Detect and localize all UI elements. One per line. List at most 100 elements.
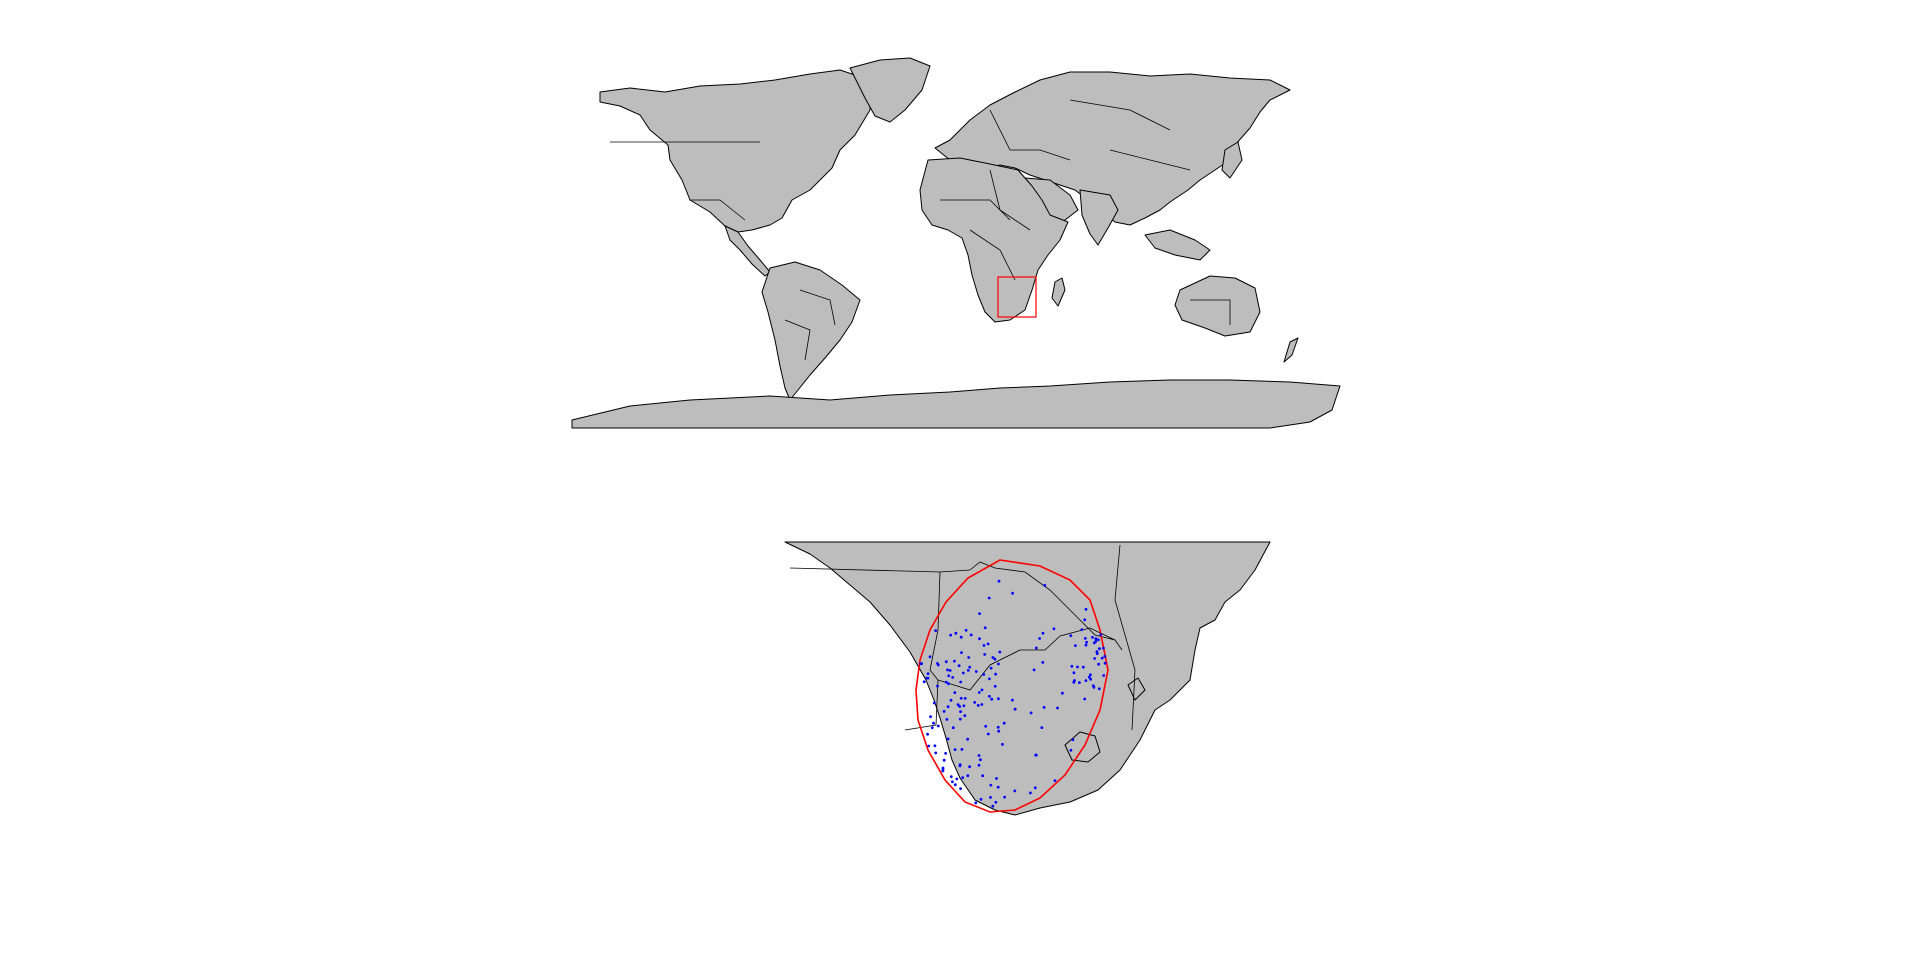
occurrence-point	[1084, 607, 1088, 611]
occurrence-point	[984, 724, 988, 728]
occurrence-point	[946, 668, 949, 672]
occurrence-point	[1040, 726, 1044, 729]
occurrence-point	[979, 758, 982, 762]
occurrence-point	[959, 787, 962, 790]
occurrence-point	[1011, 591, 1014, 595]
occurrence-point	[1098, 647, 1101, 651]
occurrence-point	[949, 698, 953, 702]
occurrence-point	[1056, 706, 1059, 710]
occurrence-point	[944, 660, 948, 664]
occurrence-point	[993, 684, 997, 688]
occurrence-point	[1103, 655, 1107, 658]
occurrence-point	[1092, 685, 1096, 689]
occurrence-point	[1084, 643, 1088, 647]
occurrence-point	[993, 657, 997, 661]
occurrence-point	[1070, 664, 1074, 668]
occurrence-point	[949, 775, 953, 778]
occurrence-point	[1034, 646, 1038, 650]
occurrence-point	[986, 642, 990, 646]
occurrence-point	[944, 680, 948, 684]
occurrence-point	[996, 725, 1000, 729]
occurrence-point	[928, 655, 932, 659]
occurrence-point	[942, 758, 946, 762]
occurrence-point	[953, 748, 957, 751]
occurrence-point	[936, 724, 940, 728]
occurrence-point	[1102, 646, 1105, 650]
occurrence-point	[1081, 665, 1085, 669]
occurrence-point	[974, 670, 978, 673]
occurrence-point	[988, 694, 991, 698]
occurrence-point	[953, 783, 957, 787]
occurrence-point	[982, 644, 986, 647]
occurrence-point	[989, 666, 993, 670]
occurrence-point	[968, 765, 971, 769]
occurrence-point	[977, 691, 981, 694]
occurrence-points	[919, 579, 1107, 808]
occurrence-point	[930, 726, 934, 730]
occurrence-point	[967, 656, 971, 659]
occurrence-point	[947, 674, 951, 678]
occurrence-point	[1089, 677, 1092, 681]
occurrence-point	[1053, 779, 1057, 782]
occurrence-point	[998, 650, 1002, 654]
occurrence-point	[979, 797, 983, 801]
occurrence-point	[920, 662, 923, 665]
occurrence-point	[1043, 584, 1047, 587]
occurrence-point	[1038, 637, 1041, 640]
occurrence-point	[964, 628, 968, 632]
occurrence-point	[983, 626, 987, 630]
study-area-highlight-box	[997, 276, 1037, 318]
occurrence-point	[1099, 633, 1103, 636]
world-land	[571, 57, 1341, 429]
occurrence-point	[1011, 698, 1014, 702]
occurrence-point	[941, 766, 945, 770]
occurrence-point	[953, 691, 957, 694]
occurrence-point	[1103, 661, 1107, 665]
occurrence-point	[947, 682, 950, 686]
occurrence-point	[963, 697, 967, 700]
occurrence-point	[989, 796, 992, 799]
occurrence-point	[1094, 637, 1098, 641]
occurrence-point	[973, 701, 977, 704]
occurrence-point	[1003, 795, 1006, 799]
occurrence-point	[957, 664, 961, 668]
study-area-inset-map	[784, 541, 1271, 816]
occurrence-point	[1029, 711, 1033, 715]
occurrence-point	[1083, 637, 1087, 640]
occurrence-point	[1071, 738, 1075, 742]
occurrence-point	[1094, 640, 1098, 643]
occurrence-point	[997, 662, 1000, 666]
occurrence-point	[1029, 791, 1032, 795]
occurrence-point	[933, 744, 937, 748]
occurrence-point	[948, 669, 952, 672]
north-america	[599, 69, 871, 233]
africa	[919, 157, 1069, 323]
japan	[1221, 141, 1243, 179]
occurrence-point	[978, 637, 981, 641]
occurrence-point	[926, 676, 930, 680]
australia	[1174, 275, 1261, 337]
occurrence-point	[927, 744, 931, 748]
occurrence-point	[1069, 634, 1073, 637]
occurrence-point	[955, 777, 959, 781]
occurrence-point	[954, 631, 958, 635]
occurrence-point	[958, 717, 962, 721]
occurrence-point	[997, 579, 1001, 583]
occurrence-point	[949, 633, 953, 637]
occurrence-point	[961, 776, 964, 780]
occurrence-point	[961, 671, 965, 675]
world-overview-map	[571, 57, 1341, 429]
occurrence-point	[953, 659, 956, 663]
occurrence-point	[997, 697, 1000, 701]
country-borders	[610, 99, 1231, 361]
occurrence-point	[1032, 668, 1036, 672]
occurrence-point	[981, 774, 985, 778]
occurrence-point	[960, 748, 964, 751]
occurrence-point	[951, 780, 954, 784]
occurrence-point	[966, 737, 969, 741]
occurrence-point	[959, 710, 962, 713]
species-range-outline	[915, 559, 1109, 813]
occurrence-point	[1087, 675, 1091, 679]
occurrence-point	[958, 764, 962, 768]
new-zealand	[1283, 337, 1299, 363]
